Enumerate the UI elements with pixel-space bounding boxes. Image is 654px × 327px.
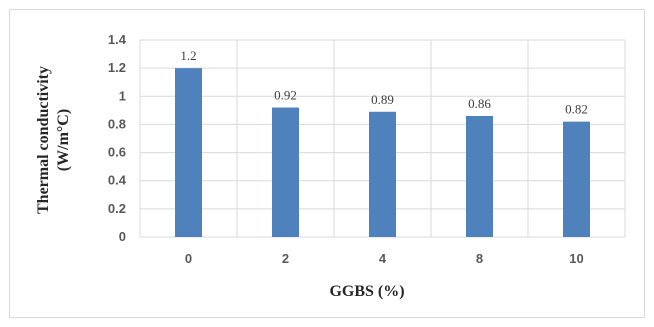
y-tick-label: 1.4	[108, 32, 127, 47]
y-tick-label: 0.8	[108, 116, 126, 131]
data-label: 1.2	[180, 48, 196, 63]
y-tick-label: 0	[119, 229, 126, 244]
bars	[175, 68, 590, 238]
data-labels: 1.2 0.92 0.89 0.86 0.82	[180, 48, 588, 116]
y-tick-label: 1.2	[108, 60, 126, 75]
bar-10	[563, 121, 590, 237]
y-tick-label: 0.2	[108, 201, 126, 216]
data-label: 0.86	[468, 96, 491, 111]
data-label: 0.89	[371, 92, 394, 107]
bar-2	[272, 107, 299, 238]
y-axis-title: Thermal conductivity	[35, 66, 52, 214]
chart-frame	[9, 9, 645, 318]
x-axis-title: GGBS (%)	[329, 283, 404, 300]
y-tick-label: 0.4	[108, 173, 127, 188]
x-tick-label: 4	[379, 251, 387, 266]
bar-0	[175, 68, 202, 238]
x-tick-label: 2	[282, 251, 289, 266]
bar-4	[369, 111, 396, 237]
x-tick-labels: 0 2 4 8 10	[185, 251, 584, 266]
x-tick-label: 8	[476, 251, 483, 266]
y-tick-label: 1	[119, 88, 126, 103]
x-tick-label: 10	[569, 251, 583, 266]
gridlines	[139, 39, 626, 238]
bar-8	[466, 115, 493, 237]
y-axis-title-unit: (W/m°C)	[55, 109, 72, 171]
y-tick-labels: 0 0.2 0.4 0.6 0.8 1 1.2 1.4	[108, 32, 127, 244]
data-label: 0.92	[274, 88, 297, 103]
x-tick-label: 0	[185, 251, 192, 266]
data-label: 0.82	[565, 102, 588, 117]
y-tick-label: 0.6	[108, 145, 126, 160]
